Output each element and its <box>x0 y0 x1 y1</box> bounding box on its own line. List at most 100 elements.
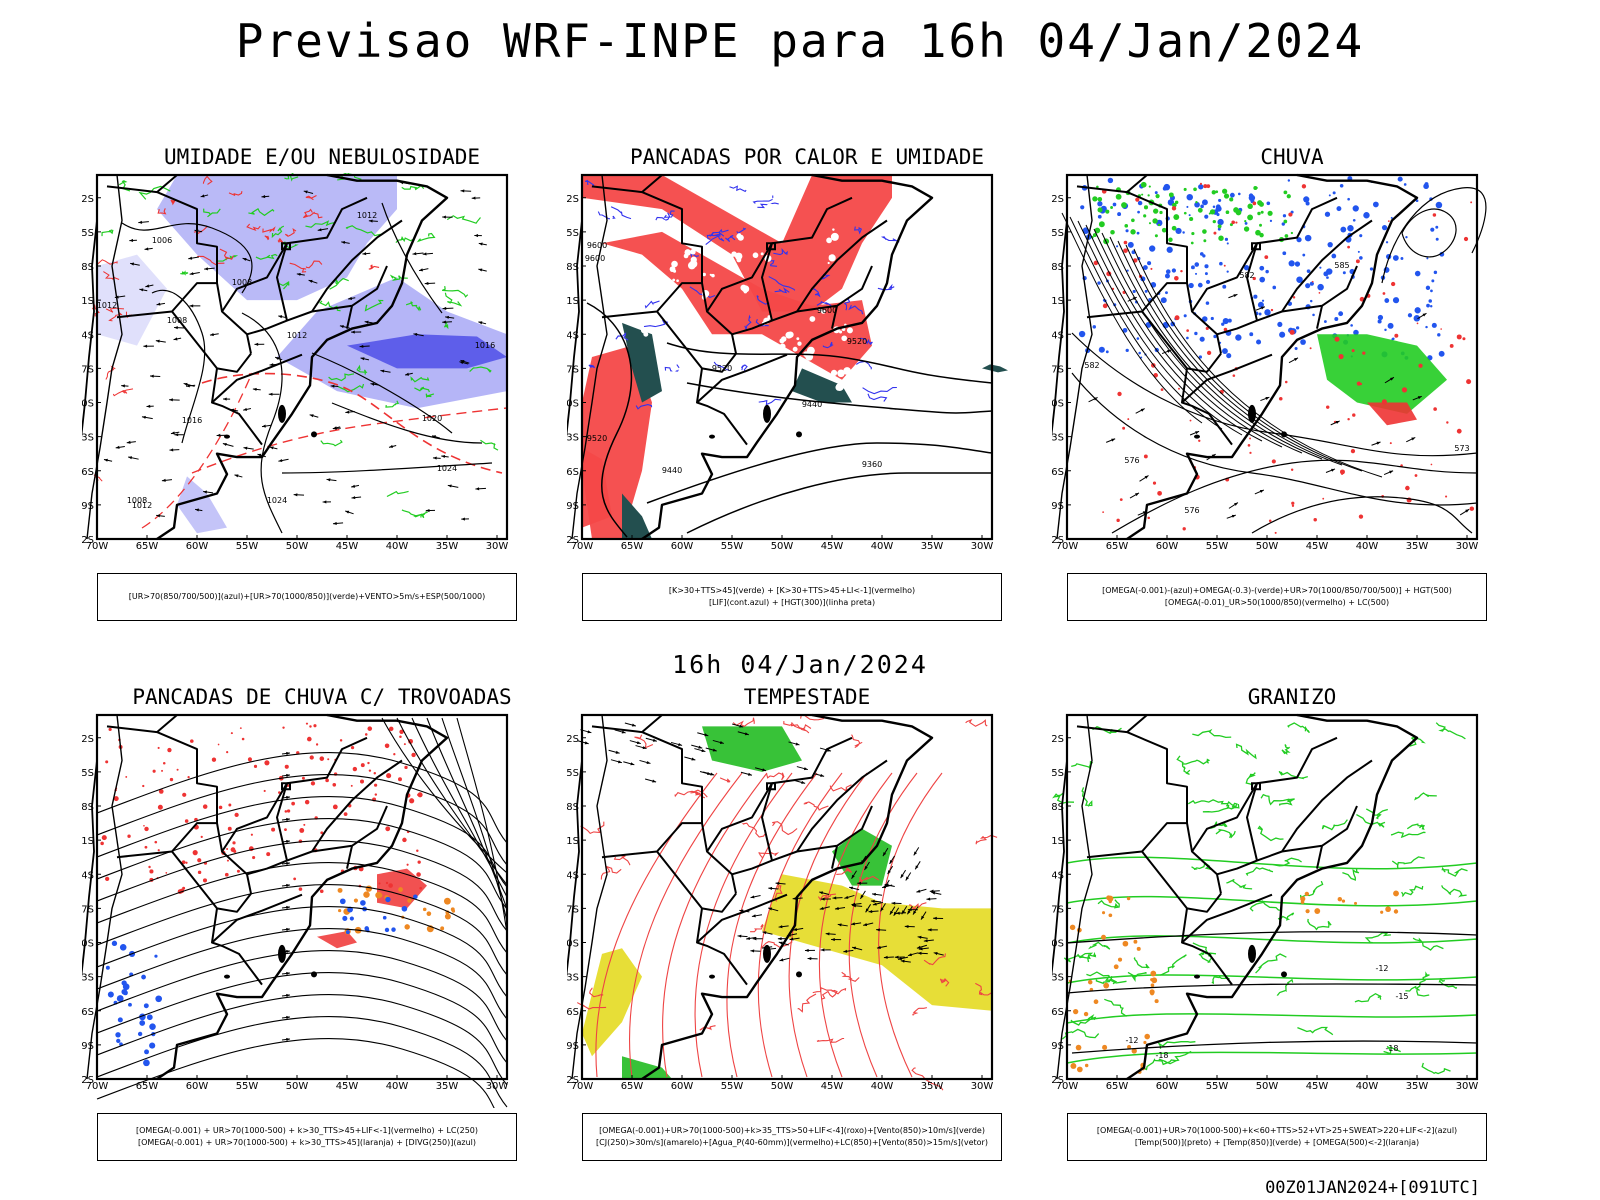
map-pancadas-calor: 9600 9600 9520 9440 9520 9600 9520 9440 9360 12S 1… <box>567 173 1008 552</box>
lon-tick-label: 55W <box>1206 541 1229 552</box>
lat-tick-label: 21S <box>82 296 94 307</box>
lon-tick-label: 40W <box>1356 541 1379 552</box>
middle-title: 16h 04/Jan/2024 <box>672 650 928 679</box>
contour-label: 9600 <box>817 306 837 315</box>
lon-tick-label: 55W <box>721 1081 744 1092</box>
contour-label: 9600 <box>585 254 605 263</box>
contour-label: 9600 <box>587 241 607 250</box>
lat-tick-label: 36S <box>1052 467 1064 478</box>
lon-tick-label: 55W <box>236 541 259 552</box>
lon-tick-label: 40W <box>871 541 894 552</box>
lon-tick-label: 70W <box>86 541 109 552</box>
lon-tick-label: 50W <box>1256 541 1279 552</box>
lat-tick-label: 33S <box>82 973 94 984</box>
lon-tick-label: 60W <box>186 1081 209 1092</box>
contour-label: -15 <box>1395 992 1408 1001</box>
lat-tick-label: 15S <box>82 228 94 239</box>
lon-tick-label: 60W <box>1156 541 1179 552</box>
lat-tick-label: 15S <box>567 768 579 779</box>
lon-tick-label: 65W <box>136 1081 159 1092</box>
lon-tick-label: 70W <box>571 541 594 552</box>
lon-tick-label: 50W <box>771 1081 794 1092</box>
lon-tick-label: 50W <box>286 541 309 552</box>
lat-tick-label: 27S <box>82 364 94 375</box>
lon-tick-label: 60W <box>671 541 694 552</box>
panel-tempestade: TEMPESTADE 12S 15S 18S 21S 24S 27S 30S 33S 36S 39… <box>567 685 1047 1185</box>
lat-tick-label: 30S <box>82 399 94 410</box>
lat-tick-label: 42S <box>82 535 94 546</box>
contour-label: 582 <box>1084 361 1099 370</box>
lat-tick-label: 12S <box>567 194 579 205</box>
lon-tick-label: 40W <box>871 1081 894 1092</box>
lon-tick-label: 30W <box>1456 541 1479 552</box>
lat-tick-label: 42S <box>82 1075 94 1086</box>
lat-tick-label: 30S <box>567 399 579 410</box>
lon-tick-label: 40W <box>386 1081 409 1092</box>
lat-tick-label: 12S <box>1052 734 1064 745</box>
lon-tick-label: 35W <box>921 1081 944 1092</box>
lat-tick-label: 27S <box>567 364 579 375</box>
lon-tick-label: 45W <box>821 541 844 552</box>
lon-tick-label: 35W <box>1406 1081 1429 1092</box>
lat-tick-label: 21S <box>567 296 579 307</box>
map-umidade: 1012100610081008101210161020102410241012… <box>82 173 508 552</box>
lon-tick-label: 45W <box>821 1081 844 1092</box>
lat-tick-label: 18S <box>1052 802 1064 813</box>
run-label: 00Z01JAN2024+[091UTC] <box>1265 1178 1480 1198</box>
lat-tick-label: 36S <box>567 1007 579 1018</box>
map-tempestade: 12S 15S 18S 21S 24S 27S 30S 33S 36S 39S 42S70W 65W 6… <box>567 713 998 1092</box>
lon-tick-label: 70W <box>571 1081 594 1092</box>
lon-tick-label: 70W <box>86 1081 109 1092</box>
lon-tick-label: 30W <box>971 541 994 552</box>
contour-label: 9520 <box>587 434 607 443</box>
contour-label: 9440 <box>662 466 682 475</box>
lat-tick-label: 30S <box>567 939 579 950</box>
contour-label: 1012 <box>287 331 307 340</box>
lat-tick-label: 39S <box>82 1041 94 1052</box>
contour-label: -12 <box>1125 1036 1138 1045</box>
lat-tick-label: 24S <box>82 330 94 341</box>
lon-tick-label: 55W <box>1206 1081 1229 1092</box>
legend-line: [K>30+TTS>45](verde) + [K>30+TTS>45+LI<-… <box>668 586 916 595</box>
legend-line: [CJ(250)>30m/s](amarelo)+[Agua_P(40-60mm… <box>596 1138 988 1147</box>
lat-tick-label: 12S <box>1052 194 1064 205</box>
lat-tick-label: 18S <box>82 802 94 813</box>
lat-tick-label: 24S <box>567 870 579 881</box>
contour-label: -18 <box>1385 1044 1398 1053</box>
panel-title: PANCADAS POR CALOR E UMIDADE <box>629 145 984 169</box>
lat-tick-label: 27S <box>567 904 579 915</box>
lon-tick-label: 55W <box>721 541 744 552</box>
legend-box: [OMEGA(-0.001) + UR>70(1000-500) + k>30_… <box>97 1113 517 1161</box>
panel-pancadas-trovoadas: PANCADAS DE CHUVA C/ TROVOADAS 12S 15S 18S… <box>82 685 562 1185</box>
contour-label: 1020 <box>422 414 442 423</box>
lat-tick-label: 15S <box>1052 768 1064 779</box>
contour-label: 1008 <box>127 496 147 505</box>
lon-tick-label: 65W <box>136 541 159 552</box>
contour-label: 9520 <box>712 364 732 373</box>
lat-tick-label: 39S <box>82 501 94 512</box>
contour-label: 573 <box>1454 444 1469 453</box>
lat-tick-label: 42S <box>1052 535 1064 546</box>
lon-tick-label: 60W <box>1156 1081 1179 1092</box>
lon-tick-label: 35W <box>921 541 944 552</box>
panel-title: UMIDADE E/OU NEBULOSIDADE <box>163 145 481 169</box>
lon-tick-label: 50W <box>1256 1081 1279 1092</box>
panel-granizo: GRANIZO -12 -15 -18 -12 -18 12S 15S 18S 21S 24S 27… <box>1052 685 1532 1185</box>
lat-tick-label: 18S <box>567 262 579 273</box>
lat-tick-label: 24S <box>1052 330 1064 341</box>
map-chuva: 58258557657357658212S15S18S21S24S27S30S3… <box>1052 173 1487 552</box>
lat-tick-label: 39S <box>1052 1041 1064 1052</box>
lon-tick-label: 50W <box>771 541 794 552</box>
lon-tick-label: 55W <box>236 1081 259 1092</box>
lat-tick-label: 33S <box>567 433 579 444</box>
lat-tick-label: 33S <box>1052 973 1064 984</box>
lon-tick-label: 45W <box>336 541 359 552</box>
contour-label: -12 <box>1375 964 1388 973</box>
lon-tick-label: 65W <box>621 541 644 552</box>
lat-tick-label: 33S <box>1052 433 1064 444</box>
lat-tick-label: 21S <box>1052 296 1064 307</box>
lat-tick-label: 33S <box>82 433 94 444</box>
legend-box: [OMEGA(-0.001)+UR>70(1000-500)+k>35_TTS>… <box>582 1113 1002 1161</box>
lat-tick-label: 24S <box>82 870 94 881</box>
lat-tick-label: 18S <box>567 802 579 813</box>
